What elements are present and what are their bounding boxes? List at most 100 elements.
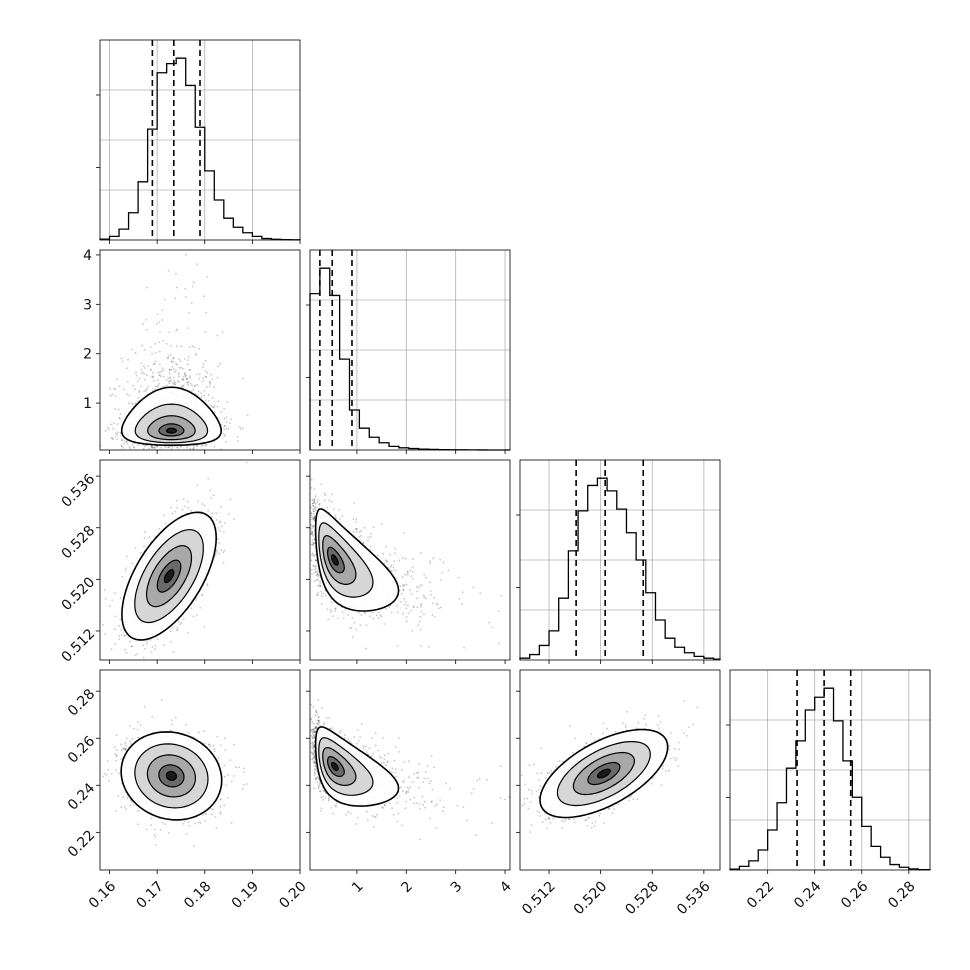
sample-point <box>197 390 200 393</box>
sample-point <box>405 620 408 623</box>
sample-point <box>162 375 165 378</box>
sample-point <box>195 373 198 376</box>
sample-point <box>202 366 204 369</box>
sample-point <box>121 445 123 447</box>
sample-point <box>313 488 316 490</box>
histogram-step-p3 <box>519 477 721 660</box>
sample-point <box>174 297 177 300</box>
sample-point <box>201 594 204 597</box>
sample-point <box>180 345 183 348</box>
sample-point <box>412 606 415 608</box>
sample-point <box>334 610 336 612</box>
sample-point <box>317 573 319 575</box>
sample-point <box>188 346 191 348</box>
sample-point <box>358 536 360 538</box>
sample-point <box>131 562 134 565</box>
sample-point <box>220 506 223 508</box>
sample-point <box>401 584 404 587</box>
sample-point <box>217 365 220 368</box>
sample-point <box>389 566 392 568</box>
sample-point <box>114 628 116 631</box>
sample-point <box>174 381 177 384</box>
sample-point <box>225 441 227 443</box>
sample-point <box>112 427 115 430</box>
sample-point <box>154 447 156 450</box>
histogram-panel-p4 <box>726 669 931 874</box>
sample-point <box>359 624 362 627</box>
sample-point <box>218 520 221 523</box>
sample-point <box>162 339 165 342</box>
sample-point <box>423 613 425 616</box>
sample-point <box>186 359 189 362</box>
sample-point <box>334 516 337 519</box>
sample-point <box>178 620 180 623</box>
sample-point <box>416 590 418 593</box>
sample-point <box>436 603 439 606</box>
sample-point <box>206 386 208 389</box>
sample-point <box>319 585 322 588</box>
sample-point <box>205 376 208 378</box>
sample-point <box>141 344 144 347</box>
sample-point <box>134 351 137 354</box>
sample-point <box>169 445 171 448</box>
sample-point <box>119 597 122 599</box>
sample-point <box>183 372 186 374</box>
sample-point <box>114 810 117 812</box>
sample-point <box>186 363 189 366</box>
sample-point <box>176 286 178 289</box>
sample-point <box>116 378 118 381</box>
sample-point <box>184 253 187 256</box>
sample-point <box>201 593 203 596</box>
sample-point <box>223 531 225 533</box>
sample-point <box>311 502 314 505</box>
sample-point <box>313 542 316 545</box>
sample-point <box>401 576 404 579</box>
sample-point <box>311 531 314 534</box>
sample-point <box>439 558 442 561</box>
sample-point <box>128 446 131 448</box>
sample-point <box>142 644 144 647</box>
sample-point <box>213 404 216 407</box>
sample-point <box>163 644 166 647</box>
sample-point <box>310 527 313 530</box>
sample-point <box>431 602 434 604</box>
sample-point <box>393 560 396 563</box>
sample-point <box>323 492 326 495</box>
sample-point <box>207 400 210 402</box>
sample-point <box>173 383 176 386</box>
sample-point <box>162 369 165 372</box>
sample-point <box>315 578 318 581</box>
sample-point <box>311 525 314 528</box>
sample-point <box>209 383 212 385</box>
sample-point <box>425 576 427 579</box>
sample-point <box>311 533 314 536</box>
sample-point <box>169 376 172 379</box>
sample-point <box>100 444 102 447</box>
sample-point <box>418 620 421 623</box>
sample-point <box>320 603 323 605</box>
sample-point <box>574 599 576 601</box>
sample-point <box>181 367 184 370</box>
sample-point <box>117 795 120 798</box>
sample-point <box>170 360 173 363</box>
sample-point <box>146 374 148 377</box>
sample-point <box>120 445 123 447</box>
sample-point <box>143 537 146 540</box>
sample-point <box>435 602 438 605</box>
sample-point <box>311 554 313 557</box>
sample-point <box>146 642 148 645</box>
sample-point <box>167 269 170 272</box>
sample-point <box>312 564 315 567</box>
sample-point <box>359 535 362 537</box>
sample-point <box>161 309 164 312</box>
sample-point <box>114 615 117 618</box>
sample-point <box>352 530 355 533</box>
sample-point <box>172 357 175 360</box>
sample-point <box>171 365 174 368</box>
sample-point <box>429 560 431 563</box>
sample-point <box>314 502 317 505</box>
sample-point <box>205 311 208 314</box>
sample-point <box>154 352 157 354</box>
sample-point <box>326 506 329 509</box>
sample-point <box>152 388 155 390</box>
